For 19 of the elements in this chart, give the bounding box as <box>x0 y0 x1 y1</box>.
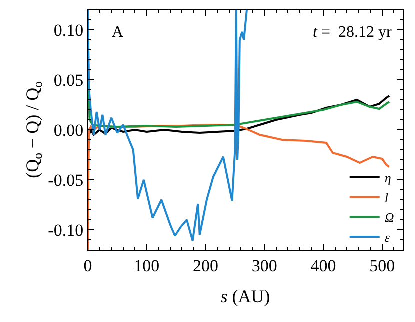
y-tick-label: 0.00 <box>54 120 84 140</box>
y-tick-label: 0.10 <box>54 20 84 40</box>
x-tick-label: 500 <box>370 256 396 276</box>
legend-label: η <box>384 170 392 186</box>
x-tick-label: 0 <box>84 256 92 276</box>
x-axis-title: s (AU) <box>220 286 270 306</box>
x-tick-label: 100 <box>134 256 160 276</box>
legend-label: ε <box>384 230 391 246</box>
legend-label: Ω <box>384 210 394 226</box>
x-tick-label: 300 <box>252 256 278 276</box>
x-tick-label: 200 <box>193 256 219 276</box>
y-tick-label: 0.05 <box>54 70 84 90</box>
legend-label: l <box>384 190 389 206</box>
annotation: A <box>112 24 124 41</box>
y-tick-label: -0.05 <box>48 170 84 190</box>
x-tick-label: 400 <box>310 256 336 276</box>
annotation: t = 28.12 yr <box>313 24 392 41</box>
line-series <box>88 10 248 242</box>
y-tick-label: -0.10 <box>48 220 84 240</box>
